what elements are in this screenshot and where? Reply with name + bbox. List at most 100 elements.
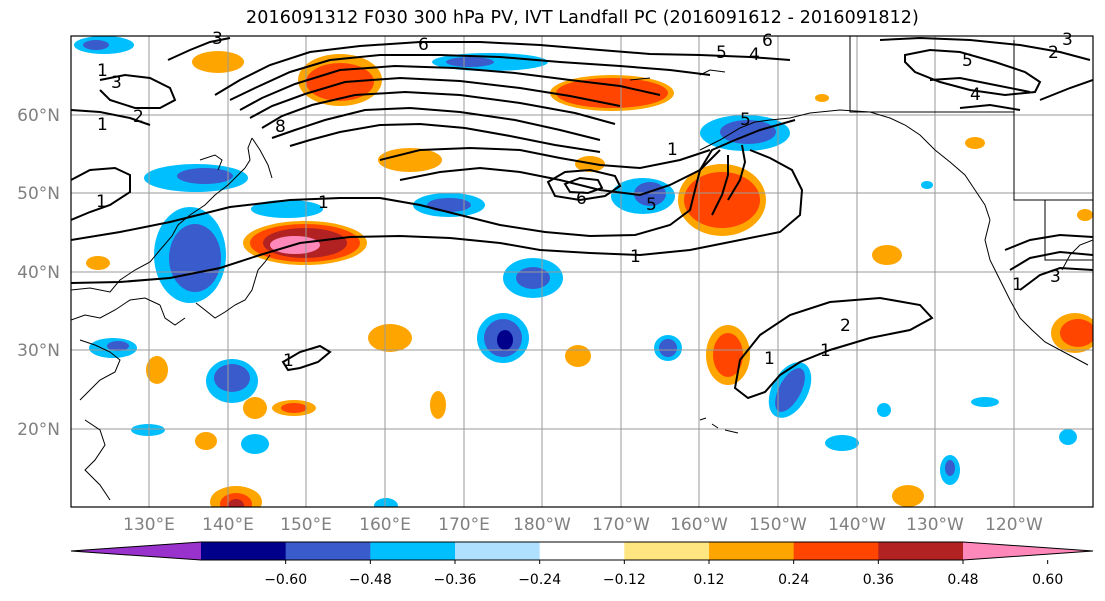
lat-label: 30°N — [17, 341, 60, 361]
contour-label: 1 — [1012, 275, 1023, 295]
colorbar-outline — [70, 541, 1094, 561]
warm-anomaly-core — [281, 403, 307, 413]
lon-label: 180°W — [513, 515, 571, 535]
contour-label: 3 — [1050, 267, 1061, 287]
cold-anomaly-core — [720, 120, 776, 144]
warm-anomaly — [872, 245, 902, 265]
cold-anomaly-core — [659, 339, 677, 357]
colorbar-tick-label: −0.12 — [603, 572, 646, 588]
contour-label: 1 — [97, 61, 108, 81]
contour-label: 3 — [212, 29, 223, 49]
cold-anomaly-peak — [497, 330, 513, 350]
contour-label: 1 — [630, 247, 641, 267]
contour-label: 8 — [275, 117, 286, 137]
contour-label: 5 — [740, 110, 751, 130]
contour-label: 5 — [962, 51, 973, 71]
cold-anomaly-core — [177, 168, 233, 184]
cold-anomaly — [877, 403, 891, 417]
warm-anomaly-core — [228, 499, 244, 507]
warm-anomaly-core — [1060, 319, 1093, 347]
warm-anomaly-core — [556, 78, 668, 108]
cold-anomaly — [825, 435, 859, 451]
contour-label: 1 — [283, 351, 294, 371]
warm-anomaly — [378, 148, 442, 172]
colorbar-segment — [709, 542, 795, 560]
cold-anomaly — [131, 424, 165, 436]
cold-anomaly — [921, 181, 933, 189]
warm-anomaly — [86, 256, 110, 270]
lon-label: 130°E — [123, 515, 175, 535]
coastlines — [71, 36, 1093, 501]
colorbar-segment — [455, 542, 541, 560]
cold-anomaly-core — [775, 368, 805, 412]
warm-anomaly-core — [713, 333, 743, 377]
colorbar-segment — [201, 542, 287, 560]
map-frame — [70, 35, 1094, 508]
contour-label: 6 — [418, 35, 429, 55]
contour-label: 1 — [97, 115, 108, 135]
contour-label: 2 — [133, 107, 144, 127]
cold-anomaly-core — [945, 460, 955, 476]
warm-anomaly — [368, 324, 412, 352]
warm-anomaly-core — [684, 172, 760, 228]
cold-anomaly-core — [107, 341, 129, 351]
contour-label: 4 — [970, 85, 981, 105]
longitude-axis: 130°E 140°E 150°E 160°E 170°E 180°W 170°… — [123, 515, 1043, 535]
colorbar-tick-label: 0.60 — [1032, 572, 1063, 588]
contour-labels: 1 3 1 2 3 6 8 6 5 4 5 3 2 5 4 1 1 6 5 1 … — [96, 29, 1073, 371]
lat-label: 20°N — [17, 420, 60, 440]
cold-anomaly-core — [516, 267, 550, 289]
lon-label: 140°W — [828, 515, 886, 535]
contour-label: 6 — [762, 31, 773, 51]
contour-label: 1 — [96, 192, 107, 212]
warm-anomaly-core — [306, 63, 374, 101]
warm-anomaly — [1077, 209, 1093, 221]
lat-label: 60°N — [17, 106, 60, 126]
contour-label: 1 — [820, 341, 831, 361]
contour-label: 6 — [576, 189, 587, 209]
lon-label: 170°W — [592, 515, 650, 535]
lon-label: 130°W — [906, 515, 964, 535]
contour-label: 5 — [716, 43, 727, 63]
colorbar-tick-label: −0.24 — [518, 572, 561, 588]
lon-label: 150°E — [280, 515, 332, 535]
colorbar-segment — [539, 542, 625, 560]
lon-label: 140°E — [202, 515, 254, 535]
colorbar-segment — [370, 542, 456, 560]
contour-label: 3 — [1062, 30, 1073, 50]
colorbar-segment — [624, 542, 710, 560]
lon-label: 160°W — [670, 515, 728, 535]
cold-anomaly — [374, 498, 398, 507]
colorbar-extend-high — [963, 542, 1093, 560]
contour-label: 1 — [318, 193, 329, 213]
colorbar-tick-label: 0.48 — [947, 572, 978, 588]
lat-label: 50°N — [17, 184, 60, 204]
colorbar-tick-label: 0.24 — [778, 572, 809, 588]
lat-label: 40°N — [17, 263, 60, 283]
warm-anomaly — [195, 432, 217, 450]
cold-anomaly — [1059, 429, 1077, 445]
warm-anomaly — [965, 137, 985, 149]
contour-label: 2 — [840, 316, 851, 336]
colorbar-tick-label: 0.36 — [863, 572, 894, 588]
cold-anomaly — [241, 434, 269, 454]
contour-label: 4 — [749, 45, 760, 65]
map-title: 2016091312 F030 300 hPa PV, IVT Landfall… — [246, 8, 919, 28]
contour-label: 1 — [667, 140, 678, 160]
warm-anomaly — [892, 485, 924, 507]
cold-anomaly — [251, 200, 323, 218]
lon-label: 120°W — [985, 515, 1043, 535]
colorbar-tick-label: −0.48 — [349, 572, 392, 588]
contour-label: 5 — [646, 195, 657, 215]
warm-anomaly — [430, 391, 446, 419]
cold-anomaly-core — [214, 364, 250, 392]
warm-anomaly — [565, 345, 591, 367]
colorbar-extend-low — [71, 542, 201, 560]
warm-anomaly — [243, 397, 267, 419]
warm-anomaly — [192, 51, 244, 73]
colorbar-segment — [878, 542, 964, 560]
lon-label: 160°E — [359, 515, 411, 535]
lon-label: 170°E — [438, 515, 490, 535]
cold-anomaly-core — [446, 57, 494, 67]
